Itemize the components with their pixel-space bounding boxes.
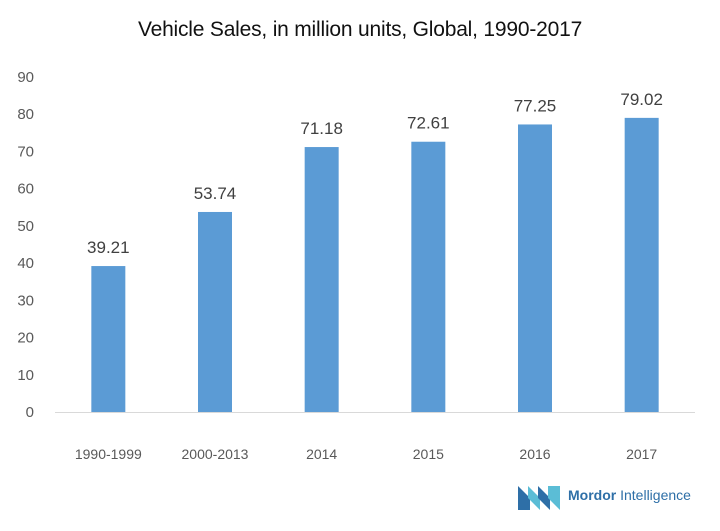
x-tick-label: 2000-2013 <box>182 446 249 462</box>
y-tick-label: 50 <box>17 218 34 235</box>
y-tick-label: 40 <box>17 255 34 272</box>
bar-value-label: 53.74 <box>194 184 237 203</box>
bar <box>518 124 552 412</box>
x-tick-label: 2016 <box>519 446 550 462</box>
category-labels: 1990-1999 2000-2013 2014 2015 2016 2017 <box>75 446 658 462</box>
y-tick-label: 80 <box>17 106 34 123</box>
brand-name: Mordor Intelligence <box>568 487 691 503</box>
y-tick-label: 10 <box>17 367 34 384</box>
x-tick-label: 1990-1999 <box>75 446 142 462</box>
bar-value-label: 79.02 <box>620 90 663 109</box>
y-tick-label: 70 <box>17 143 34 160</box>
bar-value-label: 72.61 <box>407 114 450 133</box>
x-tick-label: 2017 <box>626 446 657 462</box>
y-tick-label: 20 <box>17 330 34 347</box>
x-tick-label: 2015 <box>413 446 444 462</box>
y-tick-label: 0 <box>26 404 34 421</box>
y-axis-ticks: 0 10 20 30 40 50 60 70 80 90 <box>17 69 34 421</box>
x-tick-label: 2014 <box>306 446 337 462</box>
bar <box>411 141 446 413</box>
bar <box>624 117 659 413</box>
brand-name-bold: Mordor <box>568 487 617 503</box>
bar-value-label: 71.18 <box>300 119 343 138</box>
brand-name-rest: Intelligence <box>616 487 691 503</box>
y-tick-label: 90 <box>17 69 34 86</box>
chart-title: Vehicle Sales, in million units, Global,… <box>137 18 583 41</box>
bar <box>198 211 232 412</box>
bar-value-label: 39.21 <box>87 238 130 257</box>
bars: 39.21 53.74 71.18 72.61 77.25 79.02 <box>87 90 663 413</box>
y-tick-label: 30 <box>17 292 34 309</box>
bar-value-label: 77.25 <box>514 96 557 115</box>
bar <box>91 266 126 412</box>
y-tick-label: 60 <box>17 181 34 198</box>
bar <box>304 147 339 412</box>
mordor-logo-icon <box>518 486 560 510</box>
